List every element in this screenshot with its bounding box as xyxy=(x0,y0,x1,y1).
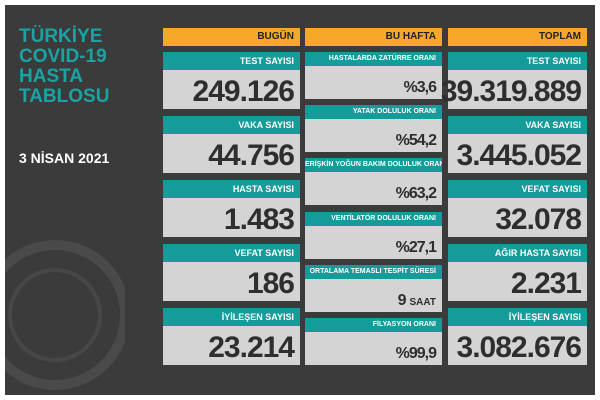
stat-card: AĞIR HASTA SAYISI 2.231 xyxy=(448,244,587,301)
title: TÜRKİYE COVID-19 HASTA TABLOSU xyxy=(19,27,109,107)
stat-card: YATAK DOLULUK ORANI %54,2 xyxy=(305,105,442,153)
stat-value: 3.082.676 xyxy=(456,331,582,364)
column-header: TOPLAM xyxy=(448,28,587,46)
stat-card: VEFAT SAYISI 186 xyxy=(163,244,300,301)
stat-card: VEFAT SAYISI 32.078 xyxy=(448,180,587,237)
stat-label: İYİLEŞEN SAYISI xyxy=(163,308,300,326)
stat-value: 249.126 xyxy=(192,75,295,108)
stat-label: ERİŞKİN YOĞUN BAKIM DOLULUK ORANI xyxy=(305,158,442,173)
title-line: HASTA xyxy=(19,66,84,87)
stat-card: VAKA SAYISI 3.445.052 xyxy=(448,116,587,173)
stat-value: %54,2 xyxy=(395,132,437,150)
title-line: TABLOSU xyxy=(19,86,110,107)
stat-value: 9 SAAT xyxy=(397,291,436,309)
emblem xyxy=(5,240,125,390)
stat-value: 3.445.052 xyxy=(456,139,582,172)
stat-card: ORTALAMA TEMASLI TESPİT SÜRESİ 9 SAAT xyxy=(305,264,442,312)
stat-value: 32.078 xyxy=(495,203,582,236)
stat-value: %3,6 xyxy=(403,79,437,97)
column-header: BU HAFTA xyxy=(305,28,442,46)
stat-value: %27,1 xyxy=(395,238,437,256)
stat-value: 44.756 xyxy=(208,139,295,172)
stat-card: TEST SAYISI 39.319.889 xyxy=(441,52,587,109)
stat-label: VEFAT SAYISI xyxy=(163,244,300,262)
stat-card: VAKA SAYISI 44.756 xyxy=(163,116,300,173)
board: TÜRKİYE COVID-19 HASTA TABLOSU 3 NİSAN 2021… xyxy=(5,5,595,395)
title-line: COVID-19 xyxy=(19,46,107,67)
stat-value: %99,9 xyxy=(395,344,437,362)
stat-card: İYİLEŞEN SAYISI 3.082.676 xyxy=(448,308,587,365)
stat-value: 186 xyxy=(246,267,295,300)
column-header: BUGÜN xyxy=(163,28,300,46)
stat-label: FİLYASYON ORANI xyxy=(305,317,442,332)
stat-card: VENTİLATÖR DOLULUK ORANI %27,1 xyxy=(305,211,442,259)
stat-label: İYİLEŞEN SAYISI xyxy=(448,308,587,326)
stat-label: HASTALARDA ZATÜRRE ORANI xyxy=(305,52,442,66)
stat-label: VENTİLATÖR DOLULUK ORANI xyxy=(305,211,442,226)
stat-card: HASTA SAYISI 1.483 xyxy=(163,180,300,237)
stat-label: TEST SAYISI xyxy=(163,52,300,70)
stat-value: 23.214 xyxy=(208,331,295,364)
stat-value: 2.231 xyxy=(510,267,582,300)
stat-card: ERİŞKİN YOĞUN BAKIM DOLULUK ORANI %63,2 xyxy=(305,158,442,206)
stat-card: HASTALARDA ZATÜRRE ORANI %3,6 xyxy=(305,52,442,100)
stat-label: ORTALAMA TEMASLI TESPİT SÜRESİ xyxy=(305,264,442,279)
stat-card: İYİLEŞEN SAYISI 23.214 xyxy=(163,308,300,365)
stat-label: VEFAT SAYISI xyxy=(448,180,587,198)
stat-value: %63,2 xyxy=(395,185,437,203)
stat-label: AĞIR HASTA SAYISI xyxy=(448,244,587,262)
stat-label: TEST SAYISI xyxy=(448,52,587,70)
stat-label: HASTA SAYISI xyxy=(163,180,300,198)
stat-unit: SAAT xyxy=(409,296,436,308)
stat-label: YATAK DOLULUK ORANI xyxy=(305,105,442,120)
stat-value: 1.483 xyxy=(223,203,295,236)
stat-label: VAKA SAYISI xyxy=(448,116,587,134)
stat-card: FİLYASYON ORANI %99,9 xyxy=(305,317,442,365)
stat-card: TEST SAYISI 249.126 xyxy=(163,52,300,109)
stat-value: 39.319.889 xyxy=(440,75,582,108)
date: 3 NİSAN 2021 xyxy=(19,150,110,166)
title-line: TÜRKİYE xyxy=(19,26,103,47)
stat-label: VAKA SAYISI xyxy=(163,116,300,134)
